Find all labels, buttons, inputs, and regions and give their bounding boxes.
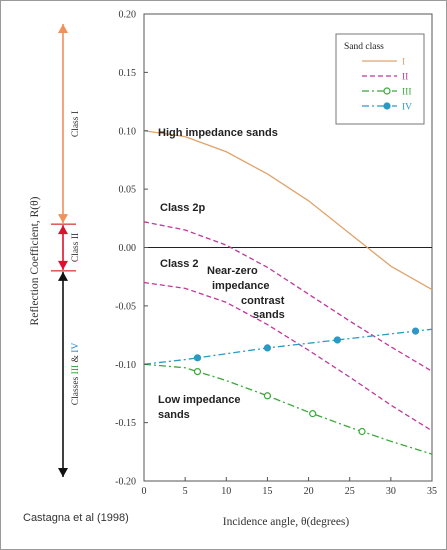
- series-marker-IV: [193, 354, 202, 362]
- series-marker-III: [358, 427, 366, 436]
- annotation-low-impedance-line: sands: [158, 409, 190, 421]
- class-I-label: Class I: [71, 111, 81, 137]
- class-III-IV-arrow-head-up: [58, 271, 68, 281]
- class-II-arrow-head-up: [58, 225, 68, 235]
- series-marker-IV: [263, 344, 272, 352]
- series-marker-III: [309, 410, 317, 418]
- class-range-arrows: Class I Class II Classes III & IV: [51, 24, 81, 477]
- class-III-IV-label-part: &: [71, 354, 81, 364]
- legend-label-III: III: [402, 88, 412, 98]
- class-I-arrow-head-down: [58, 214, 68, 224]
- series-line-II-1: [143, 221, 433, 372]
- annotation-low-impedance-line: Low impedance: [158, 394, 241, 406]
- legend-label-I: I: [402, 58, 405, 68]
- x-tick-label: 35: [427, 486, 437, 497]
- legend-marker-III: [383, 87, 391, 95]
- y-tick-label: 0.00: [119, 243, 137, 254]
- class-III-IV-label-part: IV: [71, 343, 81, 356]
- x-tick-label: 20: [304, 486, 314, 497]
- series-line-III-3: [143, 363, 433, 455]
- y-tick-label: 0.15: [119, 68, 137, 79]
- annotation-near-zero-line: impedance: [212, 280, 269, 292]
- class-II-label: Class II: [71, 233, 81, 262]
- x-tick-label: 30: [386, 486, 396, 497]
- class-III-IV-label: Classes III & IV: [71, 343, 81, 406]
- annotation-class-2p: Class 2p: [160, 202, 206, 214]
- y-tick-label: -0.05: [115, 301, 136, 312]
- x-axis-label: Incidence angle, θ(degrees): [223, 516, 350, 528]
- y-tick-label: 0.20: [119, 10, 137, 21]
- series-line-IV-4: [143, 328, 433, 365]
- y-tick-label: 0.05: [119, 185, 137, 196]
- annotation-high-impedance: High impedance sands: [158, 127, 278, 139]
- x-tick-label: 25: [345, 486, 355, 497]
- y-tick-label: -0.15: [115, 418, 136, 429]
- series-marker-III: [263, 392, 272, 400]
- series-line-I-0: [143, 130, 433, 291]
- class-III-IV-label-part: III: [71, 365, 81, 377]
- class-III-IV-label-part: Classes: [71, 376, 81, 405]
- class-I-arrow-head-up: [58, 24, 68, 33]
- class-III-IV-arrow-head-down: [58, 468, 68, 477]
- legend-label-IV: IV: [402, 103, 412, 113]
- x-tick-label: 5: [183, 486, 188, 497]
- class-II-arrow-head-down: [58, 260, 68, 270]
- x-tick-label: 0: [142, 486, 147, 497]
- y-tick-label: -0.10: [115, 360, 136, 371]
- legend-label-II: II: [402, 73, 408, 83]
- annotation-near-zero-line: contrast: [241, 295, 285, 307]
- x-tick-label: 10: [221, 486, 231, 497]
- legend-title: Sand class: [344, 42, 384, 52]
- series-marker-IV: [333, 336, 341, 344]
- legend-marker-IV: [383, 102, 391, 110]
- annotation-near-zero-line: Near-zero: [207, 265, 258, 277]
- series-marker-III: [193, 368, 202, 376]
- series-marker-IV: [411, 327, 420, 335]
- credit-text: Castagna et al (1998): [23, 512, 129, 524]
- y-tick-label: -0.20: [115, 477, 136, 488]
- annotation-class-2: Class 2: [160, 258, 199, 270]
- y-tick-label: 0.10: [119, 126, 137, 137]
- series-line-II-2: [143, 281, 433, 432]
- y-axis-label: Reflection Coefficient, R(θ): [29, 196, 41, 325]
- x-tick-label: 15: [262, 486, 272, 497]
- annotation-near-zero-line: sands: [253, 309, 285, 321]
- legend-box: [335, 33, 425, 125]
